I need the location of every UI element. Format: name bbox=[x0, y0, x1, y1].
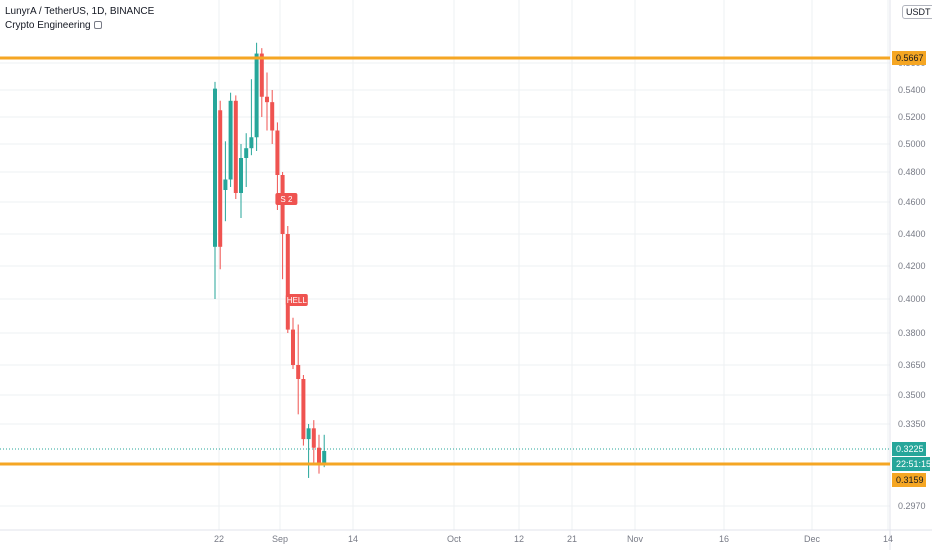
signal-label: HELL bbox=[287, 296, 308, 305]
time-axis-label: Sep bbox=[272, 534, 288, 544]
chart-legend: LunyrA / TetherUS, 1D, BINANCE Crypto En… bbox=[5, 5, 154, 33]
candle-body bbox=[306, 428, 311, 440]
candle-body bbox=[317, 447, 321, 463]
level-price-tag-bg bbox=[892, 51, 926, 65]
candle-body bbox=[233, 100, 238, 193]
price-axis-label: 0.4600 bbox=[898, 197, 926, 207]
time-axis-label: 16 bbox=[719, 534, 729, 544]
price-axis-label: 0.3800 bbox=[898, 328, 926, 338]
price-axis-label: 0.4200 bbox=[898, 261, 926, 271]
countdown-tag: 22:51:15 bbox=[896, 459, 931, 469]
level-price-tag-bg bbox=[892, 473, 926, 487]
signal-label-bg bbox=[285, 294, 308, 306]
price-axis-label: 0.3350 bbox=[898, 419, 926, 429]
candle-body bbox=[265, 96, 269, 103]
candle-body bbox=[285, 234, 290, 330]
price-axis-label: 0.3650 bbox=[898, 360, 926, 370]
candle-body bbox=[213, 88, 217, 247]
time-axis-label: 21 bbox=[567, 534, 577, 544]
current-price-tag-bg bbox=[892, 442, 926, 456]
candle-body bbox=[254, 53, 259, 138]
candle-body bbox=[275, 130, 280, 175]
time-axis-label: Oct bbox=[447, 534, 462, 544]
candle-body bbox=[218, 110, 223, 247]
time-axis-label: Dec bbox=[804, 534, 821, 544]
candle-body bbox=[249, 137, 254, 149]
time-axis-label: 12 bbox=[514, 534, 524, 544]
symbol-title[interactable]: LunyrA / TetherUS, 1D, BINANCE bbox=[5, 6, 155, 17]
indicator-settings-icon[interactable] bbox=[93, 21, 102, 30]
candle-body bbox=[322, 450, 327, 463]
time-axis-label: 22 bbox=[214, 534, 224, 544]
price-axis-label: 0.4800 bbox=[898, 167, 926, 177]
currency-button[interactable]: USDT bbox=[902, 5, 932, 19]
time-axis-label: 14 bbox=[883, 534, 893, 544]
level-price-tag: 0.5667 bbox=[896, 53, 924, 63]
candle-body bbox=[296, 365, 301, 379]
price-axis-label: 0.4000 bbox=[898, 294, 926, 304]
current-price-tag: 0.3225 bbox=[896, 444, 924, 454]
candle-body bbox=[301, 379, 306, 440]
candle-body bbox=[291, 329, 295, 365]
price-axis-label: 0.5200 bbox=[898, 112, 926, 122]
countdown-tag-bg bbox=[892, 457, 930, 471]
price-axis-label: 0.5400 bbox=[898, 85, 926, 95]
candle-body bbox=[228, 100, 233, 180]
price-axis-label: 0.4400 bbox=[898, 229, 926, 239]
signal-label: S 2 bbox=[280, 195, 293, 204]
price-axis-label: 0.5000 bbox=[898, 139, 926, 149]
indicator-name[interactable]: Crypto Engineering bbox=[5, 20, 91, 31]
price-axis-label: 0.2970 bbox=[898, 501, 926, 511]
level-price-tag: 0.3159 bbox=[896, 475, 924, 485]
candle-body bbox=[223, 179, 228, 190]
candle-body bbox=[244, 148, 249, 158]
time-axis-label: 14 bbox=[348, 534, 358, 544]
candle-body bbox=[239, 158, 243, 193]
candle-body bbox=[259, 53, 264, 97]
signal-label-bg bbox=[275, 193, 298, 205]
candle-body bbox=[311, 428, 316, 448]
time-axis-label: Nov bbox=[627, 534, 644, 544]
price-axis-label: 0.3500 bbox=[898, 390, 926, 400]
candle-body bbox=[270, 102, 275, 131]
